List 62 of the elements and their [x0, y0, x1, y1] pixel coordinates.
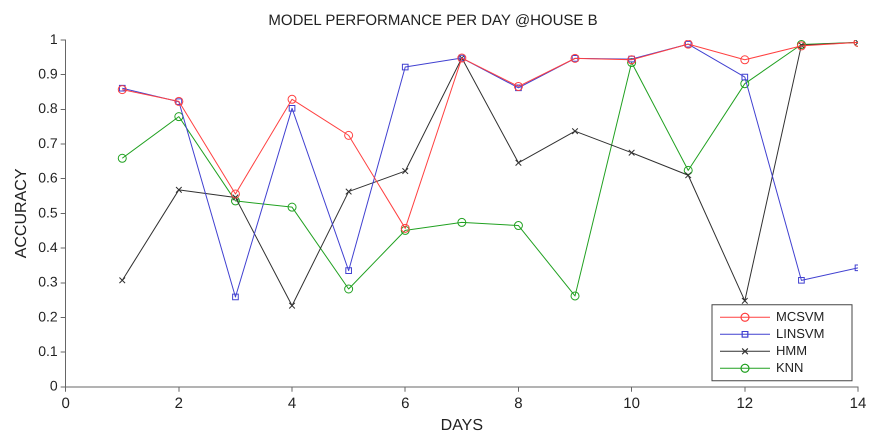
point	[118, 84, 126, 92]
point	[627, 58, 636, 68]
point	[570, 291, 580, 300]
point	[515, 84, 522, 92]
y-tick-label: 0.9	[38, 66, 58, 82]
point	[740, 55, 750, 64]
point	[232, 194, 239, 201]
point	[741, 297, 748, 304]
legend-label: MCSVM	[776, 308, 824, 324]
point	[118, 277, 126, 284]
y-tick-label: 1	[50, 30, 58, 47]
point	[684, 172, 692, 179]
legend-label: KNN	[776, 360, 804, 375]
y-tick-label: 0.7	[38, 134, 58, 151]
x-tick-label: 6	[401, 394, 410, 412]
point	[118, 85, 127, 94]
point	[345, 188, 352, 195]
point	[344, 284, 354, 294]
legend-label: HMM	[776, 342, 808, 358]
point	[515, 159, 522, 166]
y-tick-label: 0.3	[38, 274, 58, 290]
point	[288, 94, 297, 104]
y-tick-label: 0.6	[38, 170, 58, 186]
point	[176, 186, 182, 194]
x-axis-title: DAYS	[440, 416, 484, 434]
point	[402, 64, 409, 70]
point	[628, 149, 635, 156]
point	[514, 82, 523, 91]
x-tick-label: 10	[623, 394, 640, 412]
point	[514, 221, 523, 230]
y-tick-label: 0.8	[38, 100, 58, 116]
point	[741, 74, 748, 80]
y-tick-label: 0.5	[38, 204, 58, 220]
point	[798, 277, 805, 284]
point	[402, 168, 409, 174]
point	[345, 267, 352, 274]
y-tick-label: 0.4	[38, 238, 58, 255]
y-tick-label: 0.1	[38, 342, 58, 359]
point	[230, 196, 240, 206]
point	[684, 166, 693, 175]
legend-label: LINSVM	[776, 326, 824, 341]
point	[232, 294, 239, 300]
x-tick-label: 4	[288, 394, 296, 412]
point	[174, 112, 184, 122]
point	[118, 154, 127, 163]
y-axis-title: ACCURACY	[13, 168, 30, 258]
x-tick-label: 8	[514, 394, 523, 412]
point	[288, 302, 296, 309]
y-tick-label: 0.2	[38, 308, 58, 324]
point	[288, 104, 296, 112]
point	[344, 130, 354, 140]
x-tick-label: 2	[174, 394, 184, 412]
point	[230, 189, 240, 198]
y-tick-label: 0	[50, 378, 58, 394]
point	[288, 202, 297, 212]
x-tick-label: 12	[736, 394, 754, 412]
point	[457, 218, 466, 227]
chart-title: MODEL PERFORMANCE PER DAY @HOUSE B	[268, 12, 598, 30]
x-tick-label: 14	[850, 394, 866, 412]
point	[572, 128, 578, 135]
point	[740, 79, 750, 88]
x-tick-label: 0	[61, 394, 70, 412]
